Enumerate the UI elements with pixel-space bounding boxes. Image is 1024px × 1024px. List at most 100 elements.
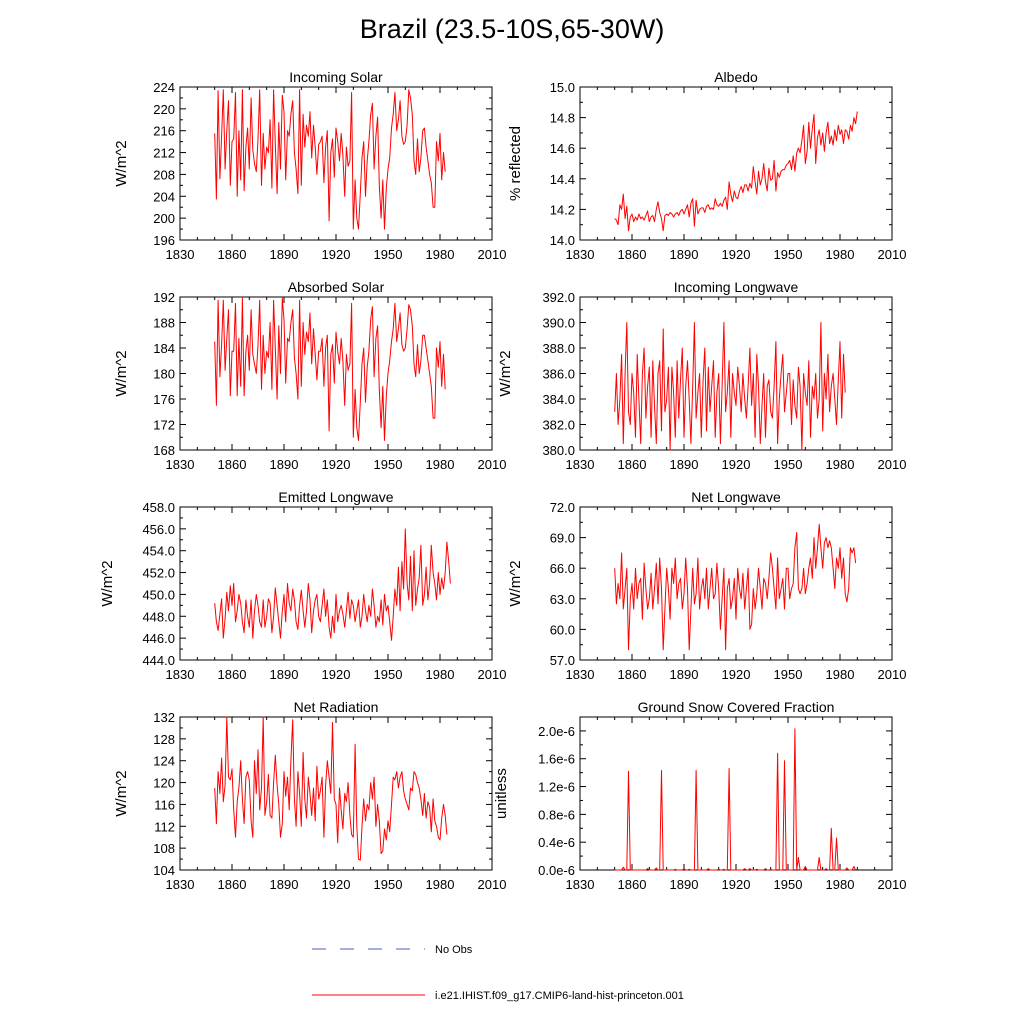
x-tick-label: 1920 — [322, 247, 351, 262]
y-tick-label: 172 — [153, 418, 175, 433]
y-tick-label: 380.0 — [542, 443, 575, 458]
x-tick-label: 1830 — [566, 247, 595, 262]
y-tick-label: 2.0e-6 — [538, 724, 575, 739]
y-tick-label: 66.0 — [550, 561, 575, 576]
x-tick-label: 2010 — [478, 247, 507, 262]
y-tick-label: 0.0e-6 — [538, 863, 575, 878]
x-tick-label: 1920 — [722, 247, 751, 262]
y-axis-label: W/m^2 — [497, 350, 514, 396]
y-tick-label: 216 — [153, 124, 175, 139]
y-tick-label: 108 — [153, 841, 175, 856]
data-series-line — [614, 523, 857, 651]
x-tick-label: 1830 — [166, 457, 195, 472]
x-tick-label: 1920 — [722, 877, 751, 892]
x-tick-label: 1950 — [774, 877, 803, 892]
y-tick-label: 0.4e-6 — [538, 835, 575, 850]
y-tick-label: 168 — [153, 443, 175, 458]
chart-panel-6: Net Radiation W/m^2 1830 1860 1890 1920 1950 19… — [113, 699, 506, 892]
x-tick-label: 1860 — [618, 667, 647, 682]
x-tick-label: 1860 — [218, 457, 247, 472]
y-tick-label: 14.0 — [550, 233, 575, 248]
y-axis-label: W/m^2 — [507, 560, 524, 606]
data-series-line — [214, 716, 448, 861]
panel-title: Absorbed Solar — [288, 279, 385, 295]
x-tick-label: 1830 — [166, 247, 195, 262]
y-axis-label: W/m^2 — [113, 770, 130, 816]
x-tick-label: 1980 — [426, 247, 455, 262]
y-tick-label: 14.6 — [550, 141, 575, 156]
x-tick-label: 2010 — [478, 457, 507, 472]
x-tick-label: 1920 — [722, 457, 751, 472]
y-tick-label: 386.0 — [542, 367, 575, 382]
x-tick-label: 1830 — [166, 877, 195, 892]
y-tick-label: 1.2e-6 — [538, 780, 575, 795]
legend-no-obs-label: No Obs — [435, 944, 473, 956]
x-tick-label: 1950 — [374, 457, 403, 472]
x-tick-label: 1980 — [426, 877, 455, 892]
panel-title: Net Radiation — [294, 699, 379, 715]
panel-title: Emitted Longwave — [278, 489, 393, 505]
x-tick-label: 1920 — [322, 667, 351, 682]
y-tick-label: 72.0 — [550, 500, 575, 515]
x-tick-label: 1920 — [722, 667, 751, 682]
y-tick-label: 180 — [153, 367, 175, 382]
y-tick-label: 220 — [153, 102, 175, 117]
chart-panel-1: Albedo % reflected 1830 1860 1890 1920 1950 198… — [507, 69, 906, 262]
plot-frame — [579, 86, 893, 241]
y-tick-label: 204 — [153, 189, 175, 204]
x-tick-label: 1830 — [166, 667, 195, 682]
x-tick-label: 2010 — [878, 247, 907, 262]
y-tick-label: 69.0 — [550, 531, 575, 546]
x-tick-label: 1980 — [826, 457, 855, 472]
plot-frame — [179, 86, 493, 241]
x-tick-label: 1980 — [826, 877, 855, 892]
x-tick-label: 1830 — [566, 457, 595, 472]
x-tick-label: 1860 — [618, 457, 647, 472]
x-tick-label: 1950 — [374, 877, 403, 892]
x-tick-label: 1920 — [322, 877, 351, 892]
y-tick-label: 208 — [153, 167, 175, 182]
chart-panel-0: Incoming Solar W/m^2 1830 1860 1890 1920 1950 1… — [113, 69, 506, 262]
x-tick-label: 1890 — [270, 877, 299, 892]
x-tick-label: 1980 — [826, 667, 855, 682]
x-tick-label: 2010 — [478, 877, 507, 892]
y-tick-label: 0.8e-6 — [538, 807, 575, 822]
x-tick-label: 2010 — [478, 667, 507, 682]
y-tick-label: 446.0 — [142, 631, 175, 646]
x-tick-label: 1950 — [774, 457, 803, 472]
x-tick-label: 1980 — [426, 667, 455, 682]
data-series-line — [214, 297, 446, 441]
y-tick-label: 1.6e-6 — [538, 752, 575, 767]
x-tick-label: 1890 — [670, 247, 699, 262]
chart-panel-5: Net Longwave W/m^2 1830 1860 1890 1920 1950 198… — [507, 489, 906, 682]
y-tick-label: 392.0 — [542, 290, 575, 305]
x-tick-label: 1860 — [218, 877, 247, 892]
data-series-line — [614, 111, 858, 232]
x-tick-label: 2010 — [878, 457, 907, 472]
y-tick-label: 212 — [153, 146, 175, 161]
y-tick-label: 14.8 — [550, 111, 575, 126]
y-tick-label: 456.0 — [142, 522, 175, 537]
x-tick-label: 1860 — [618, 877, 647, 892]
x-tick-label: 1950 — [774, 667, 803, 682]
x-tick-label: 1950 — [774, 247, 803, 262]
y-tick-label: 60.0 — [550, 622, 575, 637]
y-tick-label: 128 — [153, 732, 175, 747]
chart-panel-2: Absorbed Solar W/m^2 1830 1860 1890 1920 1950 1… — [113, 279, 506, 472]
y-tick-label: 15.0 — [550, 80, 575, 95]
chart-panel-3: Incoming Longwave W/m^2 1830 1860 1890 1920 19… — [497, 279, 906, 472]
y-axis-label: W/m^2 — [113, 140, 130, 186]
legend-model-label: i.e21.IHIST.f09_g17.CMIP6-land-hist-prin… — [435, 990, 684, 1002]
y-tick-label: 57.0 — [550, 653, 575, 668]
y-tick-label: 192 — [153, 290, 175, 305]
data-series-line — [614, 728, 857, 871]
x-tick-label: 2010 — [878, 667, 907, 682]
y-tick-label: 132 — [153, 710, 175, 725]
plot-frame — [179, 506, 493, 661]
data-series-line — [214, 89, 446, 230]
x-tick-label: 1860 — [618, 247, 647, 262]
panel-title: Incoming Longwave — [674, 279, 799, 295]
chart-panel-7: Ground Snow Covered Fraction unitless 1830… — [493, 699, 906, 892]
y-tick-label: 390.0 — [542, 316, 575, 331]
